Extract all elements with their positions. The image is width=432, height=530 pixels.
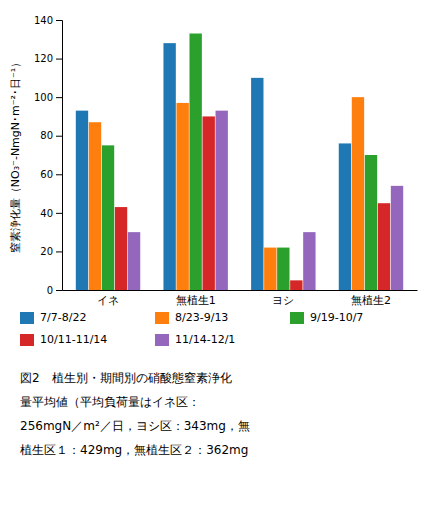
x-axis-line	[63, 290, 418, 291]
x-tick: 無植生1	[176, 294, 216, 307]
bar-series	[115, 116, 390, 290]
y-tick-mark	[56, 59, 62, 60]
caption-line: 256mgN／m²／日，ヨシ区：343mg，無	[20, 419, 250, 433]
bar	[189, 34, 201, 291]
legend-swatch	[155, 334, 169, 346]
x-tick-label: ヨシ	[272, 294, 294, 307]
y-tick-label: 80	[40, 130, 53, 141]
legend-item: 11/14-12/1	[155, 333, 235, 346]
legend-swatch	[20, 334, 34, 346]
x-axis: イネ 無植生1 ヨシ 無植生2	[63, 291, 418, 307]
caption-line: 植生区１：429mg，無植生区２：362mg	[20, 443, 248, 457]
bar	[352, 97, 364, 290]
bar	[203, 116, 215, 290]
legend-item: 9/19-10/7	[290, 311, 363, 324]
legend-item: 8/23-9/13	[155, 311, 228, 324]
legend-label: 8/23-9/13	[175, 311, 228, 324]
legend-item: 7/7-8/22	[20, 311, 86, 324]
bar-series	[89, 97, 364, 290]
y-tick-mark	[56, 290, 62, 291]
bar	[163, 43, 175, 290]
bar	[216, 111, 228, 290]
y-axis-line	[56, 21, 63, 291]
y-tick: 120	[34, 53, 62, 64]
bar	[290, 280, 302, 290]
y-tick-label: 20	[40, 246, 53, 257]
legend-item: 10/11-11/14	[20, 333, 107, 346]
bar	[176, 103, 188, 290]
bar	[303, 232, 315, 290]
y-tick-mark	[56, 136, 62, 137]
y-tick-label: 100	[34, 92, 53, 103]
y-tick-label: 60	[40, 169, 53, 180]
x-tick: ヨシ	[272, 294, 294, 307]
y-tick: 20	[40, 246, 62, 257]
chart-container: 0 20 40 60 80 100 120 140 イネ 無植生1 ヨシ 無植生2 窒素浄化量（NO₃⁻…	[0, 0, 432, 530]
bar-series	[76, 43, 351, 290]
caption: 図2 植生別・期間別の硝酸態窒素浄化量平均値（平均負荷量はイネ区： 256mgN／…	[20, 371, 250, 457]
bar	[115, 207, 127, 290]
bar-series	[102, 34, 377, 291]
y-tick-mark	[56, 251, 62, 252]
bar	[76, 111, 88, 290]
caption-line: 図2 植生別・期間別の硝酸態窒素浄化	[20, 371, 232, 385]
x-tick-label: イネ	[97, 294, 119, 307]
legend-label: 7/7-8/22	[40, 311, 86, 324]
x-tick: イネ	[97, 294, 119, 307]
bars	[76, 34, 403, 291]
legend-swatch	[155, 312, 169, 324]
y-tick-mark	[56, 213, 62, 214]
x-tick-label: 無植生1	[176, 294, 216, 307]
bar	[277, 248, 289, 290]
y-tick-label: 120	[34, 53, 53, 64]
legend: 7/7-8/22 8/23-9/13 9/19-10/7 10/11-11/14 11/…	[20, 311, 363, 346]
bar	[89, 122, 101, 290]
bar	[128, 232, 140, 290]
x-tick-label: 無植生2	[351, 294, 391, 307]
legend-label: 10/11-11/14	[40, 333, 107, 346]
bar	[365, 155, 377, 290]
y-axis: 0 20 40 60 80 100 120 140	[34, 15, 63, 296]
chart-svg: 0 20 40 60 80 100 120 140 イネ 無植生1 ヨシ 無植生2 窒素浄化量（NO₃⁻…	[0, 0, 432, 530]
bar-series	[128, 111, 403, 290]
legend-swatch	[20, 312, 34, 324]
y-tick-mark	[56, 20, 62, 21]
plot-area: 0 20 40 60 80 100 120 140 イネ 無植生1 ヨシ 無植生2	[34, 15, 418, 307]
legend-swatch	[290, 312, 304, 324]
legend-label: 11/14-12/1	[175, 333, 235, 346]
y-tick-mark	[56, 97, 62, 98]
bar	[102, 145, 114, 290]
x-tick: 無植生2	[351, 294, 391, 307]
legend-label: 9/19-10/7	[310, 311, 363, 324]
y-tick-label: 0	[47, 285, 53, 296]
bar	[391, 186, 403, 290]
y-tick: 0	[47, 285, 62, 296]
bar	[378, 203, 390, 290]
bar	[251, 78, 263, 290]
y-tick-label: 40	[40, 208, 53, 219]
y-tick: 140	[34, 15, 62, 26]
bar	[339, 143, 351, 290]
y-tick: 100	[34, 92, 62, 103]
y-tick: 40	[40, 208, 62, 219]
y-axis-title: 窒素浄化量（NO₃⁻-NmgN･m⁻²･日⁻¹）	[9, 57, 22, 253]
y-tick-label: 140	[34, 15, 53, 26]
bar	[264, 248, 276, 290]
y-tick-mark	[56, 174, 62, 175]
caption-line: 量平均値（平均負荷量はイネ区：	[20, 395, 200, 409]
y-tick: 60	[40, 169, 62, 180]
y-tick: 80	[40, 130, 62, 141]
